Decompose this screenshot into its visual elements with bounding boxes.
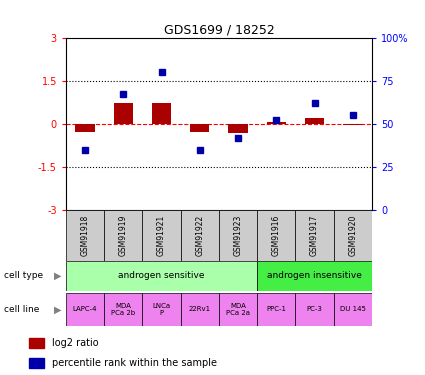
Text: percentile rank within the sample: percentile rank within the sample xyxy=(52,358,217,368)
Text: GSM91916: GSM91916 xyxy=(272,214,281,256)
Text: GSM91923: GSM91923 xyxy=(233,214,243,256)
Bar xyxy=(305,118,324,124)
Bar xyxy=(295,210,334,261)
Bar xyxy=(66,261,257,291)
Bar xyxy=(229,124,247,133)
Bar xyxy=(267,122,286,124)
Text: androgen sensitive: androgen sensitive xyxy=(118,271,205,280)
Bar xyxy=(334,210,372,261)
Title: GDS1699 / 18252: GDS1699 / 18252 xyxy=(164,23,274,36)
Text: ▶: ▶ xyxy=(54,304,61,314)
Text: MDA
PCa 2a: MDA PCa 2a xyxy=(226,303,250,316)
Bar xyxy=(334,292,372,326)
Bar xyxy=(113,103,133,124)
Bar xyxy=(257,210,295,261)
Bar xyxy=(152,103,171,124)
Bar xyxy=(190,124,209,132)
Bar xyxy=(104,292,142,326)
Bar xyxy=(257,261,372,291)
Text: GSM91920: GSM91920 xyxy=(348,214,357,256)
Text: LAPC-4: LAPC-4 xyxy=(73,306,97,312)
Bar xyxy=(181,292,219,326)
Text: GSM91922: GSM91922 xyxy=(195,214,204,256)
Text: MDA
PCa 2b: MDA PCa 2b xyxy=(111,303,135,316)
Bar xyxy=(181,210,219,261)
Text: log2 ratio: log2 ratio xyxy=(52,338,98,348)
Bar xyxy=(142,210,181,261)
Bar xyxy=(66,292,104,326)
Text: cell type: cell type xyxy=(4,271,43,280)
Text: GSM91918: GSM91918 xyxy=(80,214,90,256)
Text: ▶: ▶ xyxy=(54,271,61,280)
Bar xyxy=(76,124,94,132)
Bar xyxy=(104,210,142,261)
Bar xyxy=(29,358,44,368)
Text: LNCa
P: LNCa P xyxy=(153,303,170,316)
Text: cell line: cell line xyxy=(4,305,40,314)
Bar xyxy=(219,292,257,326)
Bar xyxy=(295,292,334,326)
Text: PC-3: PC-3 xyxy=(306,306,323,312)
Text: PPC-1: PPC-1 xyxy=(266,306,286,312)
Bar xyxy=(142,292,181,326)
Text: GSM91917: GSM91917 xyxy=(310,214,319,256)
Bar xyxy=(29,338,44,348)
Text: androgen insensitive: androgen insensitive xyxy=(267,271,362,280)
Text: DU 145: DU 145 xyxy=(340,306,366,312)
Bar xyxy=(257,292,295,326)
Text: GSM91919: GSM91919 xyxy=(119,214,128,256)
Text: 22Rv1: 22Rv1 xyxy=(189,306,211,312)
Bar xyxy=(343,124,362,125)
Bar xyxy=(66,210,104,261)
Text: GSM91921: GSM91921 xyxy=(157,214,166,256)
Bar xyxy=(219,210,257,261)
